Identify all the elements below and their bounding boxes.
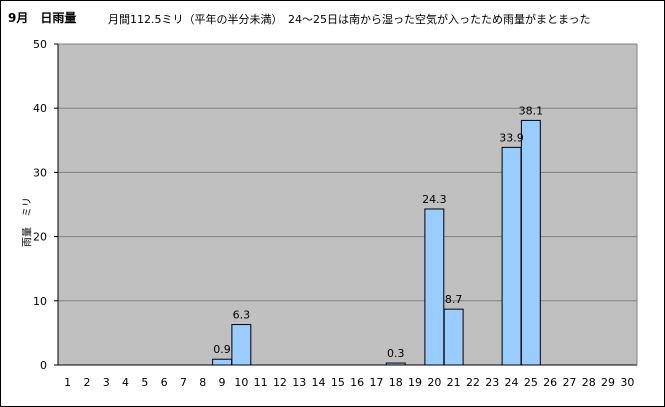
x-tick-label: 14 bbox=[312, 376, 326, 389]
x-tick-label: 25 bbox=[524, 376, 538, 389]
x-tick-label: 20 bbox=[427, 376, 441, 389]
bars bbox=[212, 119, 541, 366]
chart-subtitle: 月間112.5ミリ（平年の半分未満） 24～25日は南から湿った空気が入ったため… bbox=[108, 13, 591, 26]
data-label: 0.9 bbox=[213, 343, 231, 356]
chart-title: 9月 日雨量 bbox=[8, 11, 77, 25]
y-tick-label: 20 bbox=[33, 231, 47, 244]
x-tick-label: 30 bbox=[620, 376, 634, 389]
y-tick-label: 50 bbox=[33, 38, 47, 51]
x-tick-label: 11 bbox=[254, 376, 268, 389]
x-tick-label: 12 bbox=[273, 376, 287, 389]
x-tick-label: 6 bbox=[161, 376, 168, 389]
x-tick-label: 27 bbox=[562, 376, 576, 389]
x-tick-label: 9 bbox=[219, 376, 226, 389]
bar bbox=[520, 119, 541, 366]
bar bbox=[501, 146, 522, 366]
y-tick-label: 0 bbox=[40, 359, 47, 372]
y-tick-label: 40 bbox=[33, 102, 47, 115]
x-tick-label: 29 bbox=[601, 376, 615, 389]
x-tick-label: 16 bbox=[350, 376, 364, 389]
x-tick-label: 28 bbox=[582, 376, 596, 389]
y-tick-label: 30 bbox=[33, 166, 47, 179]
y-tick-label: 10 bbox=[33, 295, 47, 308]
x-tick-label: 22 bbox=[466, 376, 480, 389]
x-tick-label: 5 bbox=[141, 376, 148, 389]
data-label: 33.9 bbox=[499, 131, 524, 144]
data-labels: 0.9 6.3 0.3 24.3 8.7 33.9 38.1 bbox=[213, 104, 543, 360]
bar bbox=[424, 208, 445, 366]
data-label: 8.7 bbox=[445, 293, 463, 306]
data-label: 6.3 bbox=[233, 309, 251, 322]
data-label: 24.3 bbox=[422, 193, 447, 206]
x-tick-label: 8 bbox=[199, 376, 206, 389]
data-label: 0.3 bbox=[387, 347, 405, 360]
data-label: 38.1 bbox=[519, 104, 544, 117]
x-tick-label: 1 bbox=[64, 376, 71, 389]
plot-area bbox=[58, 44, 637, 365]
x-tick-label: 18 bbox=[389, 376, 403, 389]
bar bbox=[443, 308, 464, 366]
x-tick-label: 2 bbox=[83, 376, 90, 389]
x-tick-label: 10 bbox=[234, 376, 248, 389]
x-tick-label: 24 bbox=[505, 376, 519, 389]
bar bbox=[212, 358, 233, 366]
x-tick-label: 19 bbox=[408, 376, 422, 389]
x-tick-label: 7 bbox=[180, 376, 187, 389]
x-tick-label: 3 bbox=[103, 376, 110, 389]
x-tick-label: 21 bbox=[447, 376, 461, 389]
bar bbox=[231, 324, 252, 366]
x-tick-label: 4 bbox=[122, 376, 129, 389]
x-tick-label: 13 bbox=[292, 376, 306, 389]
x-tick-label: 17 bbox=[369, 376, 383, 389]
x-tick-label: 23 bbox=[485, 376, 499, 389]
x-tick-label: 15 bbox=[331, 376, 345, 389]
plot-background bbox=[58, 44, 637, 365]
x-tick-label: 26 bbox=[543, 376, 557, 389]
